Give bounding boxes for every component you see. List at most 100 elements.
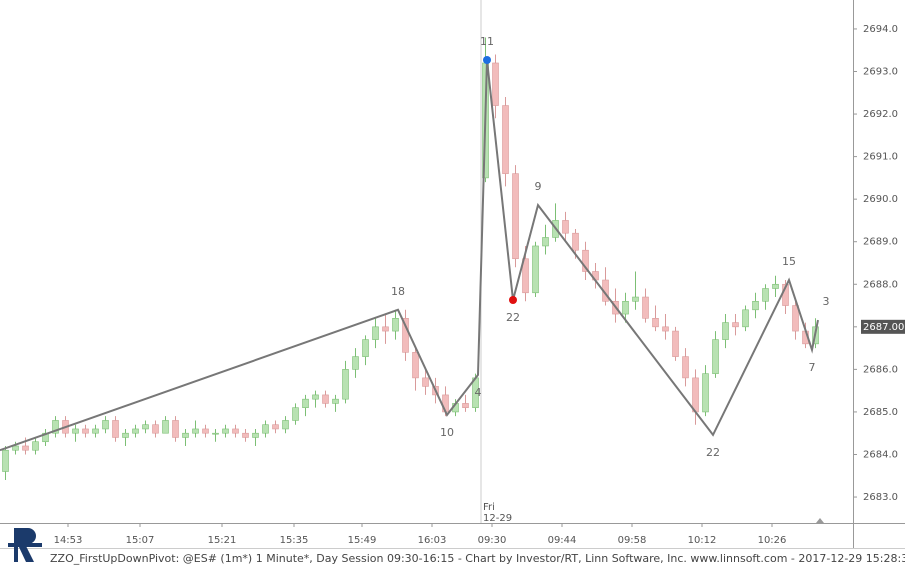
candle-body — [652, 318, 659, 328]
candle-body — [512, 173, 519, 260]
x-tick-label: 10:12 — [688, 535, 717, 546]
candle-body — [732, 322, 739, 328]
candle-body — [642, 296, 649, 319]
logo-band — [8, 543, 42, 547]
candle-body — [632, 296, 639, 302]
candle-body — [332, 398, 339, 404]
candle-body — [162, 420, 169, 434]
x-tick-label: 16:03 — [418, 535, 447, 546]
candle-body — [672, 330, 679, 357]
pivot-count: 9 — [535, 180, 542, 193]
y-tick-label: 2690.0 — [863, 194, 898, 205]
candle-body — [692, 377, 699, 413]
x-tick-label: 14:53 — [54, 535, 83, 546]
pivot-count: 11 — [480, 35, 494, 48]
pivot-marker — [509, 296, 517, 305]
candle-body — [562, 220, 569, 234]
y-tick-label: 2685.0 — [863, 407, 898, 418]
scroll-marker — [816, 518, 824, 523]
y-tick-label: 2694.0 — [863, 24, 898, 35]
candle-body — [752, 300, 759, 311]
candle-body — [712, 339, 719, 374]
y-tick-label: 2693.0 — [863, 66, 898, 77]
candle-body — [462, 403, 469, 408]
candle-body — [542, 237, 549, 247]
candle-body — [132, 428, 139, 434]
footer-text: ZZO_FirstUpDownPivot: @ES# (1m*) 1 Minut… — [50, 552, 905, 565]
candle-body — [202, 428, 209, 434]
candle-body — [412, 352, 419, 379]
x-tick-label: 15:07 — [126, 535, 155, 546]
y-tick-label: 2688.0 — [863, 279, 898, 290]
candle-body — [372, 326, 379, 340]
session-label: Fri — [483, 502, 495, 513]
candle-body — [12, 445, 19, 451]
candle-body — [172, 420, 179, 438]
y-tick-label: 2686.0 — [863, 364, 898, 375]
candle-body — [32, 441, 39, 451]
x-tick-label: 09:44 — [548, 535, 577, 546]
pivot-count: 4 — [475, 386, 482, 399]
pivot-count: 18 — [391, 285, 405, 298]
candle-body — [312, 394, 319, 400]
x-tick-label: 10:26 — [758, 535, 787, 546]
candle-body — [342, 369, 349, 400]
pivot-marker — [483, 56, 491, 65]
pivot-count: 7 — [809, 361, 816, 374]
candle-body — [792, 305, 799, 332]
y-tick-label: 2684.0 — [863, 449, 898, 460]
candle-body — [52, 420, 59, 434]
candle-body — [82, 428, 89, 434]
candle-body — [702, 373, 709, 413]
pivot-count: 3 — [823, 295, 830, 308]
candle-body — [382, 326, 389, 332]
candle-body — [322, 394, 329, 404]
pivot-count: 10 — [440, 426, 454, 439]
pivot-count: 15 — [782, 255, 796, 268]
candle-body — [622, 300, 629, 315]
candle-body — [662, 326, 669, 332]
logo — [8, 528, 42, 562]
candle-body — [252, 432, 259, 438]
candle-body — [772, 283, 779, 289]
candle-body — [722, 322, 729, 340]
candle-body — [72, 428, 79, 434]
last-price-label: 2687.00 — [863, 322, 904, 333]
x-tick-label: 15:21 — [208, 535, 237, 546]
candle-body — [682, 356, 689, 379]
candle-body — [92, 428, 99, 434]
candle-body — [582, 249, 589, 272]
x-tick-label: 09:30 — [478, 535, 507, 546]
candle-body — [2, 449, 9, 472]
candle-body — [492, 62, 499, 106]
candle-body — [392, 318, 399, 332]
candle-body — [522, 258, 529, 294]
y-tick-label: 2689.0 — [863, 237, 898, 248]
candle-body — [262, 424, 269, 434]
candle-body — [402, 318, 409, 353]
y-tick-label: 2691.0 — [863, 152, 898, 163]
candle-body — [362, 339, 369, 357]
candle-body — [422, 377, 429, 387]
candle-body — [532, 245, 539, 294]
candle-body — [182, 432, 189, 438]
pivot-count: 22 — [706, 446, 720, 459]
candle-body — [102, 420, 109, 430]
candle-body — [222, 428, 229, 434]
y-tick-label: 2683.0 — [863, 492, 898, 503]
candle-body — [572, 232, 579, 251]
candle-body — [762, 288, 769, 302]
candle-body — [122, 432, 129, 438]
candle-body — [232, 428, 239, 434]
candle-body — [212, 432, 219, 435]
candle-body — [292, 407, 299, 421]
candle-body — [282, 420, 289, 430]
candle-body — [242, 432, 249, 438]
candle-body — [272, 424, 279, 430]
session-label: 12-29 — [483, 513, 512, 524]
candle-body — [22, 445, 29, 451]
candle-body — [192, 428, 199, 434]
x-tick-label: 15:49 — [348, 535, 377, 546]
